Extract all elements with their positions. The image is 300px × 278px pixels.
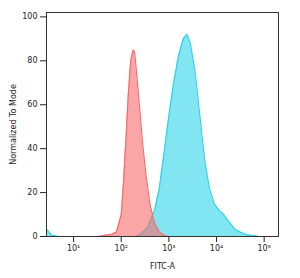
svg-text:60: 60	[27, 100, 37, 109]
svg-text:40: 40	[27, 144, 37, 153]
svg-text:10⁵: 10⁵	[257, 244, 270, 253]
svg-text:100: 100	[22, 12, 37, 21]
svg-text:FITC-A: FITC-A	[150, 262, 176, 271]
svg-text:0: 0	[32, 232, 37, 241]
svg-text:10³: 10³	[162, 244, 175, 253]
svg-text:80: 80	[27, 56, 37, 65]
svg-text:10⁴: 10⁴	[210, 244, 223, 253]
svg-text:Normalized To Mode: Normalized To Mode	[9, 84, 18, 165]
svg-text:20: 20	[27, 188, 37, 197]
svg-text:10²: 10²	[115, 244, 128, 253]
svg-text:10¹: 10¹	[67, 244, 80, 253]
